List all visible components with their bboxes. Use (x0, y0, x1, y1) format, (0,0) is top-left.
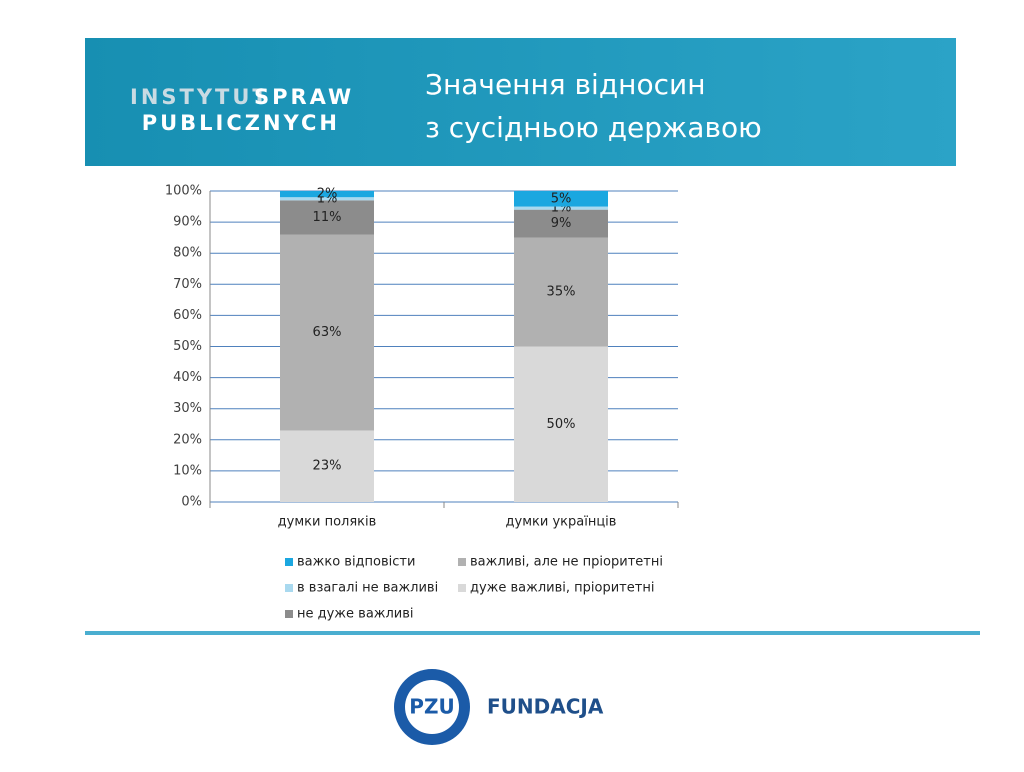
x-tick-label: думки поляків (278, 515, 377, 530)
chart: 0% 10% 20% 30% 40% 50% 60% 70% 80% 90% 100% думки п… (165, 184, 679, 622)
bar-segment (280, 197, 374, 201)
logo-word: SPRAW (254, 85, 354, 109)
bar-segment (280, 234, 374, 431)
y-tick-label: 40% (173, 370, 202, 385)
y-tick-label: 50% (173, 339, 202, 354)
legend-swatch (285, 584, 293, 592)
bar-segment (514, 206, 608, 210)
data-label: 35% (547, 285, 576, 300)
data-label: 63% (313, 325, 342, 340)
bar-segment (514, 209, 608, 238)
y-tick-label: 70% (173, 277, 202, 292)
y-tick-label: 20% (173, 432, 202, 447)
header-banner (85, 38, 956, 166)
y-tick-label: 60% (173, 308, 202, 323)
bar-segment (280, 200, 374, 235)
y-tick-label: 100% (165, 184, 202, 199)
slide-title: Значення відносин (425, 68, 706, 101)
slide-title: з сусідньою державою (425, 111, 762, 144)
legend-label: не дуже важливі (297, 607, 414, 622)
data-label: 2% (317, 187, 338, 202)
y-tick-label: 10% (173, 463, 202, 478)
bar-segment (280, 191, 374, 198)
logo-word: INSTYTUT (130, 85, 270, 109)
bar-segment (514, 346, 608, 502)
legend-swatch (285, 558, 293, 566)
data-label: 50% (547, 417, 576, 432)
y-tick-label: 0% (181, 495, 202, 510)
legend-label: в взагалі не важливі (297, 581, 438, 596)
data-label: 9% (551, 216, 572, 231)
legend-label: дуже важливі, пріоритетні (470, 581, 654, 596)
bar-segment (514, 237, 608, 347)
y-tick-label: 80% (173, 246, 202, 261)
legend-label: важливі, але не пріоритетні (470, 555, 663, 570)
data-label: 11% (313, 210, 342, 225)
x-tick-label: думки українців (506, 515, 617, 530)
logo-word: PUBLICZNYCH (142, 111, 340, 135)
legend-label: важко відповісти (297, 555, 415, 570)
data-label: 5% (551, 191, 572, 206)
data-label: 23% (313, 459, 342, 474)
bar-segment (280, 430, 374, 502)
y-tick-label: 90% (173, 215, 202, 230)
pzu-logo-text: PZU (409, 695, 454, 719)
y-tick-label: 30% (173, 401, 202, 416)
legend-swatch (458, 584, 466, 592)
footer-text: FUNDACJA (487, 695, 604, 719)
legend-swatch (285, 610, 293, 618)
legend-swatch (458, 558, 466, 566)
pzu-logo-inner (405, 680, 459, 734)
bar-segment (514, 191, 608, 207)
